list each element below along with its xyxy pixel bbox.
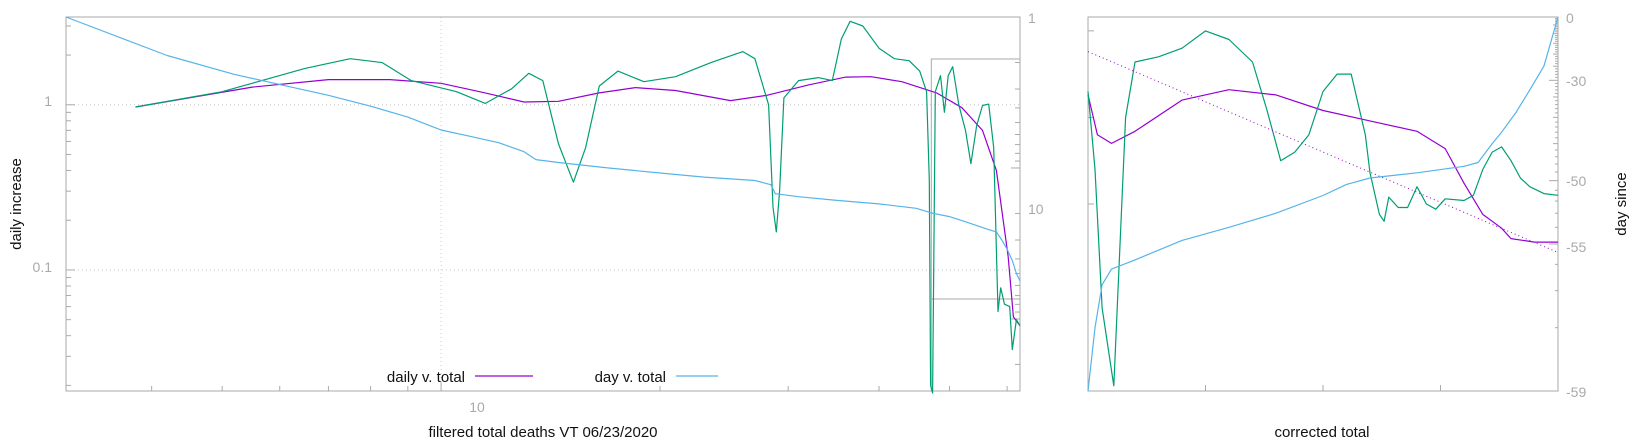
- right-y2-tick-50: -50: [1566, 173, 1586, 189]
- left-series: [65, 16, 1021, 394]
- right-y2-tick-0: 0: [1566, 10, 1574, 26]
- y2-tick-label-1: 1: [1028, 10, 1036, 26]
- x-tick-label-10: 10: [469, 399, 485, 415]
- right-series: [1087, 16, 1559, 392]
- left-plot-frame: [65, 16, 1021, 392]
- right-chart: 0 -30 -50 -55 -59 day since corrected to…: [1087, 10, 1630, 440]
- right-x-axis-title: corrected total: [1274, 424, 1369, 440]
- left-tick-marks: [66, 16, 1020, 392]
- left-chart: 1 0.1 10 1 10 daily increase filtered to…: [8, 10, 1044, 440]
- right-day-since-line: [1087, 16, 1559, 392]
- right-tick-marks: [1088, 16, 1558, 392]
- right-plot-frame: [1087, 16, 1559, 392]
- raw-daily-line: [135, 20, 1021, 394]
- right-y2-tick-55: -55: [1566, 239, 1586, 255]
- right-trend-line: [1087, 51, 1559, 253]
- right-raw-line: [1087, 30, 1559, 387]
- y2-tick-label-10: 10: [1028, 201, 1044, 217]
- legend-label-day: day v. total: [595, 369, 666, 386]
- day-v-total-line: [65, 16, 1021, 282]
- daily-v-total-line: [135, 76, 1021, 327]
- y-tick-label-1: 1: [44, 93, 52, 109]
- left-y-axis-title: daily increase: [8, 158, 25, 250]
- left-x-axis-title: filtered total deaths VT 06/23/2020: [428, 424, 657, 440]
- left-inset-box: [930, 58, 1020, 391]
- right-y2-tick-30: -30: [1566, 73, 1586, 89]
- inset-box-outline: [930, 58, 1020, 391]
- legend: daily v. total day v. total: [387, 369, 718, 386]
- left-gridlines: [66, 17, 1020, 391]
- right-daily-line: [1087, 89, 1558, 243]
- right-y2-tick-59: -59: [1566, 384, 1586, 400]
- right-y2-axis-title: day since: [1613, 172, 1630, 235]
- legend-label-daily: daily v. total: [387, 369, 465, 386]
- y-tick-label-0.1: 0.1: [33, 259, 53, 275]
